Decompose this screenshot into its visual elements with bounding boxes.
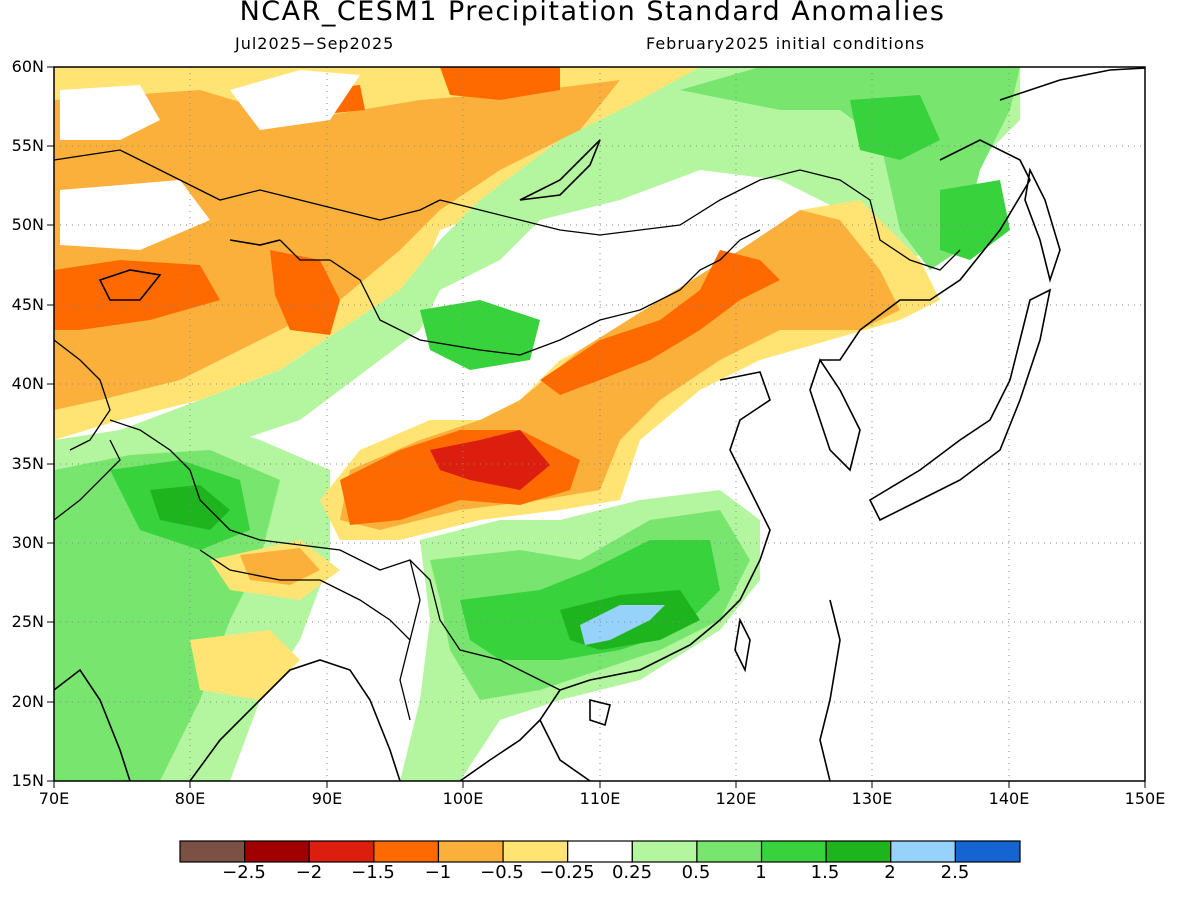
forecast-period: Jul2025−Sep2025 [235,34,395,53]
russia-far-east-coast [820,139,1031,361]
anomaly-area-orange-north [54,80,620,410]
colorbar-label: −0.5 [480,862,524,883]
anomaly-area-neutral-north-2 [60,180,210,250]
china-coastline [539,371,771,782]
colorbar [179,840,1021,863]
coastlines [53,67,1146,782]
china-kazakh-border [279,239,330,261]
lon-label-140e: 140E [988,789,1030,808]
russia-kazakh-border [53,149,441,221]
lon-label-90e: 90E [311,789,343,808]
lat-label-30n: 30N [11,533,44,552]
lon-label-70e: 70E [38,789,70,808]
russia-mongolia-border [439,169,961,271]
lat-label-50n: 50N [11,215,44,234]
anomaly-area-red-sichuan [430,430,550,490]
colorbar-swatch [954,840,1021,863]
lat-label-20n: 20N [11,692,44,711]
anomaly-area-green-northeast [680,67,1020,270]
colorbar-label: −1 [424,862,452,883]
lat-label-45n: 45N [11,295,44,314]
initial-conditions-label: February2025 initial conditions [646,34,926,53]
colorbar-swatch [502,840,569,863]
lat-label-35n: 35N [11,454,44,473]
lat-label-40n: 40N [11,374,44,393]
japan-coastline [868,288,1052,522]
himalaya-border [199,549,411,641]
colorbar-label: 0.25 [611,862,653,883]
lon-label-100e: 100E [442,789,484,808]
anomaly-area-dark-orange-mongolia-west [270,250,340,335]
lat-label-60n: 60N [11,57,44,76]
map-title: NCAR_CESM1 Precipitation Standard Anomal… [239,0,946,27]
sakhalin-coastline [1024,167,1061,283]
hainan-coastline [589,698,611,727]
lat-label-25n: 25N [11,612,44,631]
lat-label-55n: 55N [11,136,44,155]
india-myanmar-border [399,559,421,721]
anomaly-area-neutral-east [720,300,1145,781]
colorbar-label: −2 [295,862,323,883]
country-borders [53,149,961,721]
bay-of-bengal-coast [189,659,401,782]
colorbar-label: −2.5 [222,862,266,883]
anomaly-area-light-green-northeast [120,67,1020,450]
pakistan-border [53,439,121,521]
lat-label-15n: 15N [11,771,44,790]
anomaly-area-dark-orange-diagonal [540,250,780,395]
colorbar-label: −1.5 [351,862,395,883]
anomaly-field [54,67,1145,781]
taiwan-coastline [734,617,751,673]
colorbar-swatch [567,840,633,863]
colorbar-swatch [890,840,956,863]
balkhash-lake [229,239,281,246]
axis-ticks [47,66,1146,788]
indochina-coast [459,719,541,782]
lon-label-130e: 130E [851,789,893,808]
anomaly-area-mid-green-northeast [850,95,940,160]
china-west-border [109,419,561,691]
colorbar-swatch [825,840,892,863]
lon-label-110e: 110E [579,789,621,808]
mongolia-china-border [329,229,761,356]
colorbar-label: −0.25 [539,862,595,883]
colorbar-label: 1 [755,862,767,883]
lon-label-150e: 150E [1124,789,1166,808]
anomaly-area-dark-orange-kazakh [54,260,220,330]
caspian-aral [98,269,162,301]
central-asia-border [53,339,111,451]
colorbar-swatch [696,840,763,863]
colorbar-swatch [437,840,504,863]
india-west-coast [53,668,131,782]
lon-label-80e: 80E [174,789,206,808]
lon-label-120e: 120E [715,789,757,808]
colorbar-swatch [244,840,310,863]
colorbar-swatch [760,840,827,863]
colorbar-swatch [373,840,440,863]
lake-baikal [519,139,601,201]
colorbar-label: 1.5 [810,862,840,883]
anomaly-area-light-blue-south [580,605,665,645]
colorbar-label: 0.5 [681,862,711,883]
anomaly-area-neutral-north-1 [60,85,160,140]
anomaly-area-dark-green-tibet [150,485,230,530]
philippines-coast [819,599,841,782]
anomaly-area-yellow-india [190,630,300,700]
korea-coastline [809,358,861,472]
anomaly-area-green-mongolia [420,300,540,370]
anomaly-area-dark-orange-siberia [440,67,560,100]
colorbar-swatch [179,840,246,863]
colorbar-label: 2 [884,862,896,883]
colorbar-swatch [308,840,375,863]
colorbar-swatch [631,840,698,863]
kamchatka-coast [999,67,1146,101]
colorbar-label: 2.5 [940,862,970,883]
